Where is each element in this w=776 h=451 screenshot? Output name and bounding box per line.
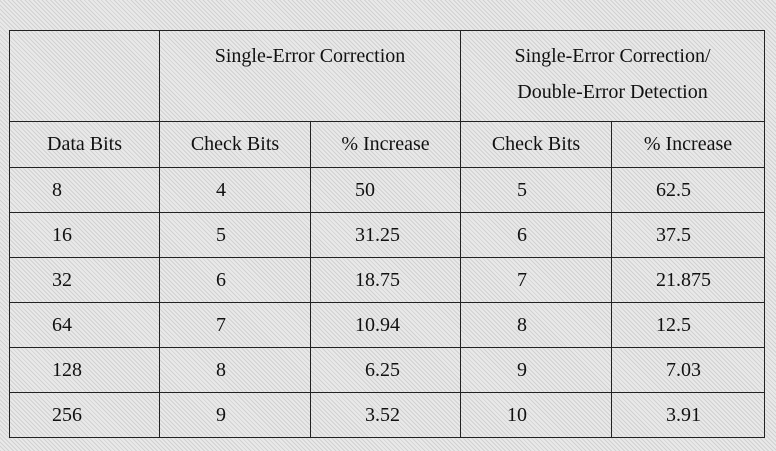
group-header-secded: Single-Error Correction/ Double-Error De… [460, 30, 765, 122]
secded-increase-cell: 21.875 [611, 257, 765, 303]
data-bits-cell: 32 [9, 257, 160, 303]
data-bits-cell: 64 [9, 302, 160, 348]
group-header-sec-label: Single-Error Correction [214, 45, 406, 67]
secded-check-bits-cell: 5 [460, 167, 612, 213]
sec-increase-cell: 3.52 [310, 392, 461, 438]
sec-increase-cell: 50 [310, 167, 461, 213]
group-header-row: Single-Error Correction Single-Error Cor… [9, 30, 765, 122]
sec-check-bits-cell: 8 [159, 347, 311, 393]
secded-increase-cell: 37.5 [611, 212, 765, 258]
error-correction-table: Single-Error Correction Single-Error Cor… [9, 30, 765, 438]
secded-increase-cell: 3.91 [611, 392, 765, 438]
secded-increase-cell: 7.03 [611, 347, 765, 393]
secded-check-bits-cell: 6 [460, 212, 612, 258]
sec-increase-cell: 18.75 [310, 257, 461, 303]
data-bits-cell: 16 [9, 212, 160, 258]
secded-increase-cell: 12.5 [611, 302, 765, 348]
sec-increase-cell: 6.25 [310, 347, 461, 393]
table-row: 16 5 31.25 6 37.5 [9, 212, 765, 258]
sec-increase-cell: 10.94 [310, 302, 461, 348]
sec-check-bits-cell: 7 [159, 302, 311, 348]
table-row: 32 6 18.75 7 21.875 [9, 257, 765, 303]
empty-corner-cell [9, 30, 160, 122]
data-bits-cell: 8 [9, 167, 160, 213]
sec-check-bits-cell: 5 [159, 212, 311, 258]
column-header-row: Data Bits Check Bits % Increase Check Bi… [9, 121, 765, 168]
column-header-secded-check-bits: Check Bits [460, 121, 612, 168]
secded-increase-cell: 62.5 [611, 167, 765, 213]
secded-check-bits-cell: 7 [460, 257, 612, 303]
sec-check-bits-cell: 6 [159, 257, 311, 303]
column-header-sec-increase: % Increase [310, 121, 461, 168]
secded-check-bits-cell: 9 [460, 347, 612, 393]
column-header-data-bits: Data Bits [9, 121, 160, 168]
table-row: 8 4 50 5 62.5 [9, 167, 765, 213]
table-row: 256 9 3.52 10 3.91 [9, 392, 765, 438]
table-row: 64 7 10.94 8 12.5 [9, 302, 765, 348]
sec-check-bits-cell: 4 [159, 167, 311, 213]
table-row: 128 8 6.25 9 7.03 [9, 347, 765, 393]
group-header-secded-label: Single-Error Correction/ Double-Error De… [514, 45, 711, 103]
column-header-secded-increase: % Increase [611, 121, 765, 168]
column-header-sec-check-bits: Check Bits [159, 121, 311, 168]
error-correction-table-container: Single-Error Correction Single-Error Cor… [9, 30, 765, 438]
sec-increase-cell: 31.25 [310, 212, 461, 258]
secded-check-bits-cell: 8 [460, 302, 612, 348]
data-bits-cell: 128 [9, 347, 160, 393]
sec-check-bits-cell: 9 [159, 392, 311, 438]
secded-check-bits-cell: 10 [460, 392, 612, 438]
data-bits-cell: 256 [9, 392, 160, 438]
group-header-sec: Single-Error Correction [159, 30, 461, 122]
